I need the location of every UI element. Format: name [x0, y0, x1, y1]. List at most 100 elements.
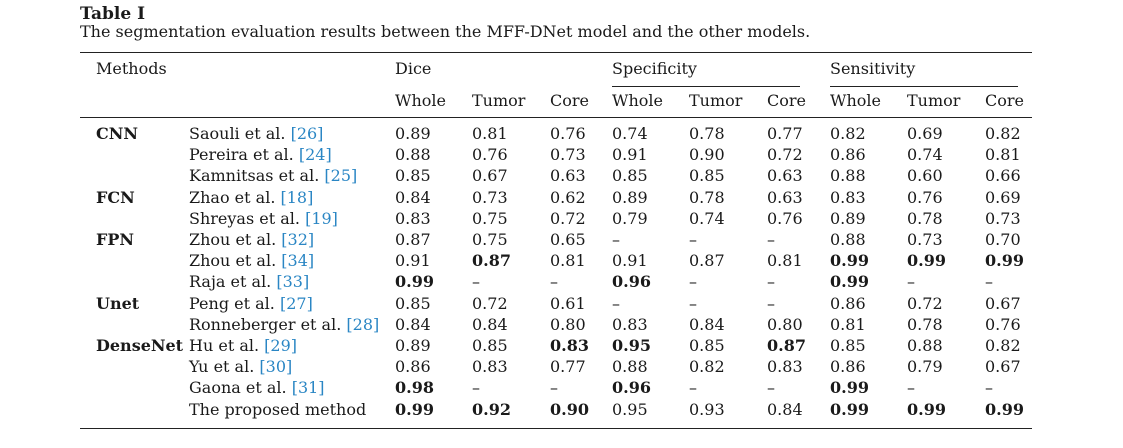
value-cell: 0.93	[689, 399, 725, 419]
value-cell: 0.65	[550, 230, 586, 249]
value-cell: 0.92	[472, 399, 511, 419]
value-cell: –	[472, 272, 480, 292]
value-cell: 0.84	[767, 399, 803, 419]
value-cell: 0.85	[395, 166, 431, 186]
value-cell: –	[550, 272, 558, 292]
value-cell: –	[689, 293, 697, 313]
value-cell: 0.72	[907, 293, 943, 313]
header-subcol: Tumor	[689, 91, 743, 110]
citation-link[interactable]: [27]	[279, 293, 313, 313]
table-caption-text: The segmentation evaluation results betw…	[80, 22, 811, 41]
value-cell: 0.73	[907, 230, 943, 249]
method-name: Shreyas et al.	[189, 208, 300, 228]
value-cell: 0.66	[985, 166, 1021, 186]
citation-link[interactable]: [18]	[280, 187, 314, 207]
value-cell: 0.78	[907, 314, 943, 334]
value-cell: 0.83	[472, 357, 508, 377]
value-cell: 0.87	[767, 336, 806, 355]
header-group-specificity: Specificity	[612, 59, 697, 78]
value-cell: –	[767, 272, 775, 292]
citation-link[interactable]: [33]	[276, 272, 310, 292]
citation-link[interactable]: [25]	[324, 166, 358, 186]
value-cell: 0.60	[907, 166, 943, 186]
method-name-cell: Peng et al. [27]	[189, 294, 313, 314]
value-cell: 0.72	[472, 293, 508, 313]
value-cell: 0.81	[767, 251, 803, 271]
method-name: Pereira et al.	[189, 145, 294, 165]
value-cell: 0.78	[689, 187, 725, 207]
method-name: Hu et al.	[189, 336, 260, 355]
value-cell: 0.88	[395, 145, 431, 165]
value-cell: 0.62	[550, 187, 586, 207]
value-cell: 0.84	[472, 314, 508, 334]
citation-link[interactable]: [30]	[259, 357, 293, 377]
value-cell: 0.84	[395, 187, 431, 207]
row-group-label: FCN	[96, 187, 135, 207]
value-cell: 0.74	[689, 208, 725, 228]
method-name: Kamnitsas et al.	[189, 166, 320, 186]
citation-link[interactable]: [28]	[346, 314, 380, 334]
citation-link[interactable]: [34]	[281, 251, 315, 271]
value-cell: 0.81	[472, 124, 508, 143]
value-cell: 0.89	[395, 336, 431, 355]
value-cell: 0.67	[472, 166, 508, 186]
table-caption-title: Table I	[80, 4, 146, 24]
value-cell: 0.88	[830, 166, 866, 186]
row-group-label: Unet	[96, 293, 140, 313]
method-name-cell: Gaona et al. [31]	[189, 378, 325, 398]
method-name: Zhou et al.	[189, 251, 277, 271]
value-cell: 0.85	[689, 166, 725, 186]
table-top-rule	[80, 52, 1032, 54]
citation-link[interactable]: [19]	[305, 208, 338, 228]
value-cell: 0.86	[395, 357, 431, 377]
value-cell: 0.84	[395, 314, 431, 334]
method-name: Ronneberger et al.	[189, 314, 342, 334]
value-cell: 0.76	[907, 187, 943, 207]
row-group-label: FPN	[96, 230, 135, 249]
value-cell: 0.91	[395, 251, 431, 271]
value-cell: 0.85	[395, 293, 431, 313]
citation-link[interactable]: [24]	[298, 145, 332, 165]
value-cell: 0.79	[907, 357, 943, 377]
header-subcol: Whole	[612, 91, 663, 110]
value-cell: 0.99	[830, 251, 869, 271]
value-cell: 0.84	[689, 314, 725, 334]
value-cell: 0.83	[395, 208, 431, 228]
value-cell: 0.69	[907, 124, 943, 143]
citation-link[interactable]: [26]	[290, 124, 324, 143]
value-cell: 0.78	[907, 208, 943, 228]
value-cell: 0.73	[472, 187, 508, 207]
value-cell: 0.81	[550, 251, 586, 271]
value-cell: 0.77	[767, 124, 803, 143]
citation-link[interactable]: [32]	[281, 230, 315, 249]
value-cell: 0.75	[472, 230, 508, 249]
header-subcol: Whole	[830, 91, 881, 110]
value-cell: –	[612, 230, 620, 249]
value-cell: 0.87	[689, 251, 725, 271]
citation-link[interactable]: [31]	[291, 378, 325, 398]
value-cell: 0.89	[830, 208, 866, 228]
method-name-cell: Saouli et al. [26]	[189, 124, 323, 144]
value-cell: 0.90	[550, 399, 589, 419]
method-name: Saouli et al.	[189, 124, 286, 143]
value-cell: 0.88	[907, 336, 943, 355]
value-cell: 0.83	[612, 314, 648, 334]
value-cell: 0.78	[689, 124, 725, 143]
method-name: The proposed method	[189, 399, 367, 419]
value-cell: 0.85	[689, 336, 725, 355]
method-name-cell: Zhou et al. [34]	[189, 251, 314, 271]
header-subcol: Core	[985, 91, 1024, 110]
value-cell: 0.99	[830, 378, 869, 398]
header-subcol: Whole	[395, 91, 446, 110]
value-cell: 0.91	[612, 251, 648, 271]
header-group-sensitivity: Sensitivity	[830, 59, 916, 78]
value-cell: –	[472, 378, 480, 398]
citation-link[interactable]: [29]	[264, 336, 298, 355]
value-cell: 0.67	[985, 293, 1021, 313]
value-cell: 0.90	[689, 145, 725, 165]
value-cell: 0.87	[395, 230, 431, 249]
value-cell: 0.81	[985, 145, 1021, 165]
value-cell: 0.63	[767, 166, 803, 186]
value-cell: 0.85	[612, 166, 648, 186]
value-cell: 0.99	[985, 399, 1024, 419]
